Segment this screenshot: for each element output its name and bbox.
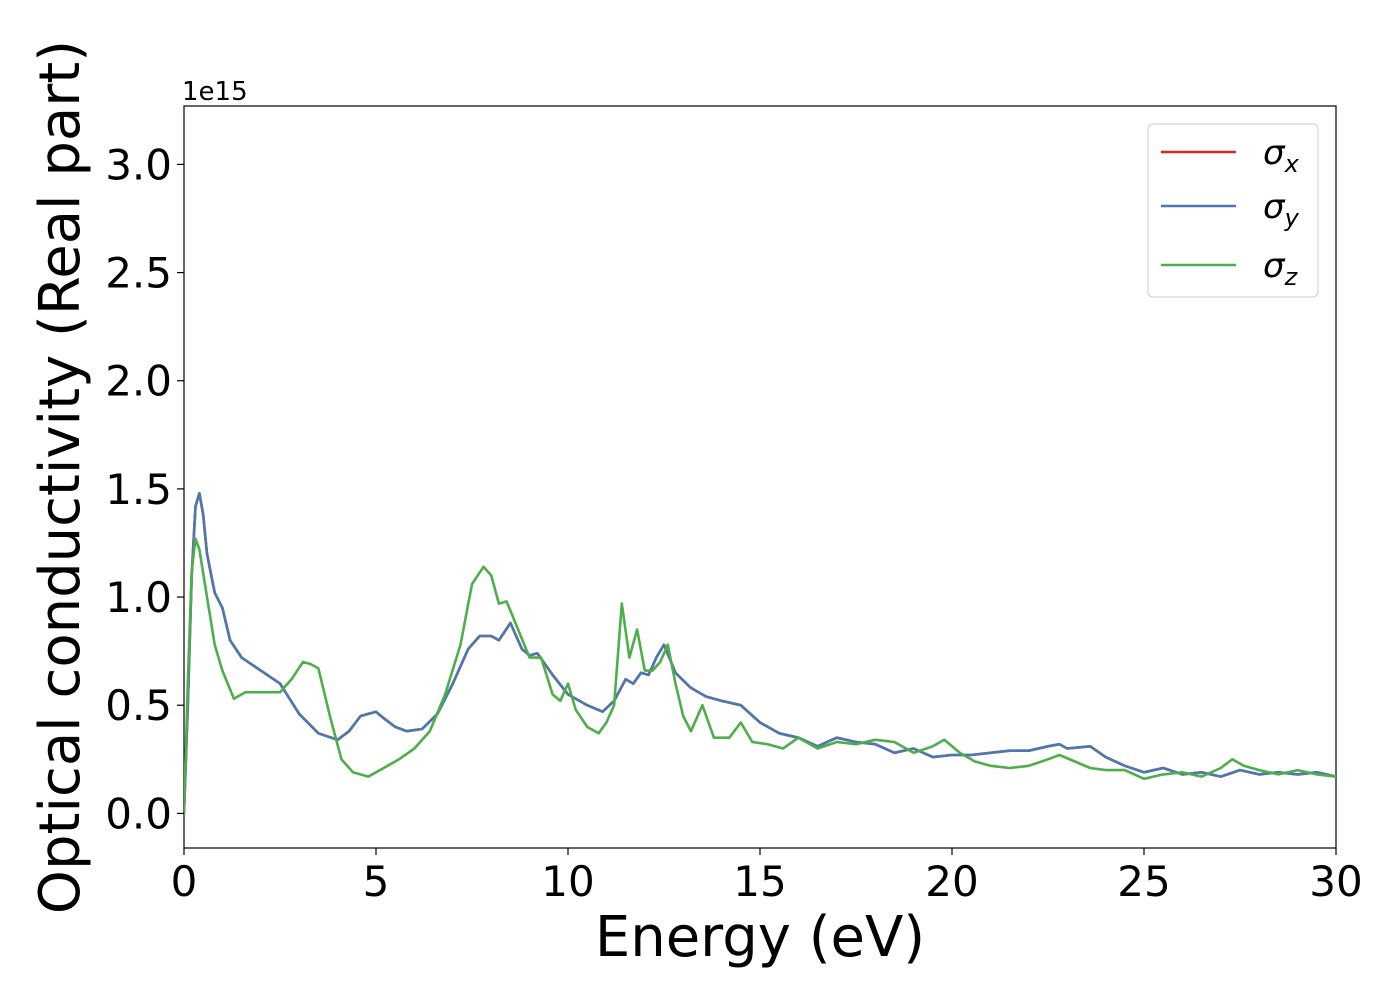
legend-label-z: σz (1263, 246, 1299, 291)
y-axis-title: Optical conductivity (Real part) (28, 40, 93, 914)
legend-label-subscript: x (1284, 150, 1300, 178)
legend-label-x: σx (1263, 133, 1300, 178)
x-tick-label: 5 (363, 857, 390, 906)
series-line-y (184, 491, 1336, 815)
y-tick-label: 1.0 (105, 573, 172, 622)
x-axis-title: Energy (eV) (595, 905, 925, 970)
legend-label-subscript: y (1284, 204, 1300, 232)
legend-label-subscript: z (1284, 263, 1299, 291)
y-axis-offset-label: 1e15 (182, 77, 248, 107)
legend-label-base: σ (1263, 246, 1286, 286)
y-tick-label: 1.5 (105, 465, 172, 514)
legend-label-base: σ (1263, 133, 1286, 173)
y-tick-label: 2.5 (105, 249, 172, 298)
legend-label-y: σy (1263, 187, 1300, 232)
y-tick-label: 0.5 (105, 681, 172, 730)
x-axis: 0 5 10 15 20 25 30 (171, 848, 1363, 906)
x-tick-label: 20 (925, 857, 978, 906)
x-tick-label: 0 (171, 857, 198, 906)
legend-label-base: σ (1263, 187, 1286, 227)
legend-box (1147, 123, 1319, 298)
x-tick-label: 30 (1309, 857, 1362, 906)
x-tick-label: 25 (1117, 857, 1170, 906)
x-tick-label: 15 (733, 857, 786, 906)
x-tick-label: 10 (541, 857, 594, 906)
y-tick-label: 3.0 (105, 140, 172, 189)
series-layer (184, 491, 1336, 815)
y-axis: 0.0 0.5 1.0 1.5 2.0 2.5 3.0 (105, 140, 184, 838)
y-tick-label: 2.0 (105, 357, 172, 406)
y-tick-label: 0.0 (105, 789, 172, 838)
series-line-z (184, 537, 1336, 815)
